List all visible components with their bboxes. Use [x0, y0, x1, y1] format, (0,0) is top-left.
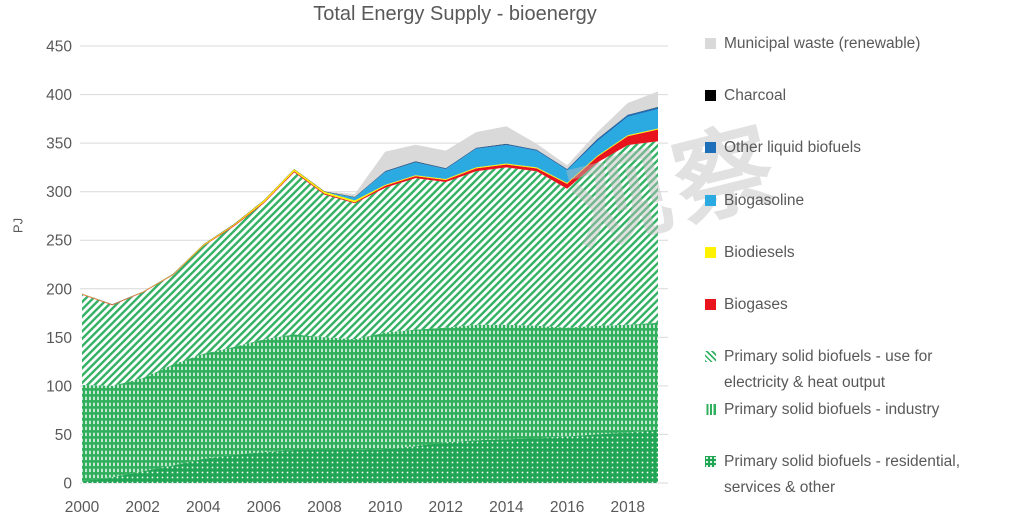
area-series-biogasoline [82, 109, 658, 305]
area-series-psb-electricity-heat [82, 141, 658, 386]
legend-swatch-psb-industry [705, 404, 716, 415]
y-tick-label-200: 200 [46, 281, 72, 298]
legend-item-biodiesels: Biodiesels [705, 240, 1001, 266]
y-tick-label-300: 300 [46, 184, 72, 201]
legend-item-psb-industry: Primary solid biofuels - industry [705, 397, 1001, 423]
y-axis-title: PJ [10, 217, 26, 234]
legend-item-biogasoline: Biogasoline [705, 188, 1001, 214]
y-tick-label-100: 100 [46, 378, 72, 395]
legend-item-psb-residential: Primary solid biofuels - residential, se… [705, 449, 1001, 501]
legend-swatch-municipal-waste [705, 38, 716, 49]
x-tick-label-2004: 2004 [186, 499, 221, 516]
legend-label-psb-residential: Primary solid biofuels - residential, se… [724, 453, 961, 496]
legend-item-charcoal: Charcoal [705, 83, 1001, 109]
y-tick-label-0: 0 [63, 476, 72, 493]
y-axis-ticks: 0 50 100 150 200 250 300 350 400 450 [46, 39, 72, 493]
area-series-psb-residential [82, 429, 658, 483]
legend-swatch-psb-electricity-heat [705, 351, 716, 362]
x-tick-label-2002: 2002 [125, 499, 159, 516]
x-tick-label-2006: 2006 [247, 499, 281, 516]
x-tick-label-2018: 2018 [610, 499, 644, 516]
legend-label-other-liquid-biofuels: Other liquid biofuels [724, 139, 861, 156]
legend-swatch-biogases [705, 299, 716, 310]
x-axis-ticks: 2000 2002 2004 2006 2008 2010 2012 2014 2016 2018 [65, 499, 645, 516]
area-series-municipal-waste [82, 91, 658, 305]
y-tick-label-250: 250 [46, 233, 72, 250]
x-tick-label-2010: 2010 [368, 499, 403, 516]
legend-swatch-biodiesels [705, 247, 716, 258]
legend-label-charcoal: Charcoal [724, 87, 787, 104]
y-tick-label-50: 50 [55, 427, 73, 444]
legend-label-psb-industry: Primary solid biofuels - industry [724, 401, 940, 418]
legend-item-biogases: Biogases [705, 292, 1001, 318]
x-tick-label-2000: 2000 [65, 499, 100, 516]
legend-label-municipal-waste: Municipal waste (renewable) [724, 35, 921, 52]
x-tick-label-2016: 2016 [550, 499, 584, 516]
y-tick-label-450: 450 [46, 39, 72, 56]
x-tick-label-2014: 2014 [489, 499, 524, 516]
area-series-psb-industry [82, 322, 658, 482]
legend-label-biodiesels: Biodiesels [724, 244, 795, 261]
legend-swatch-biogasoline [705, 195, 716, 206]
legend-item-municipal-waste: Municipal waste (renewable) [705, 31, 1001, 57]
legend-label-biogasoline: Biogasoline [724, 192, 805, 209]
legend-label-biogases: Biogases [724, 296, 788, 313]
y-tick-label-400: 400 [46, 87, 72, 104]
area-series-group [82, 91, 658, 483]
legend-swatch-charcoal [705, 90, 716, 101]
x-tick-label-2012: 2012 [429, 499, 463, 516]
chart-legend: Municipal waste (renewable) Charcoal Other… [705, 0, 1005, 522]
legend-swatch-other-liquid-biofuels [705, 142, 716, 153]
legend-item-other-liquid-biofuels: Other liquid biofuels [705, 135, 1001, 161]
chart-title: Total Energy Supply - bioenergy [313, 3, 597, 25]
legend-label-psb-electricity-heat: Primary solid biofuels - use for electri… [724, 348, 933, 391]
y-tick-label-150: 150 [46, 330, 72, 347]
x-tick-label-2008: 2008 [307, 499, 341, 516]
legend-swatch-psb-residential [705, 456, 716, 467]
y-tick-label-350: 350 [46, 136, 72, 153]
legend-item-psb-electricity-heat: Primary solid biofuels - use for electri… [705, 344, 1001, 396]
